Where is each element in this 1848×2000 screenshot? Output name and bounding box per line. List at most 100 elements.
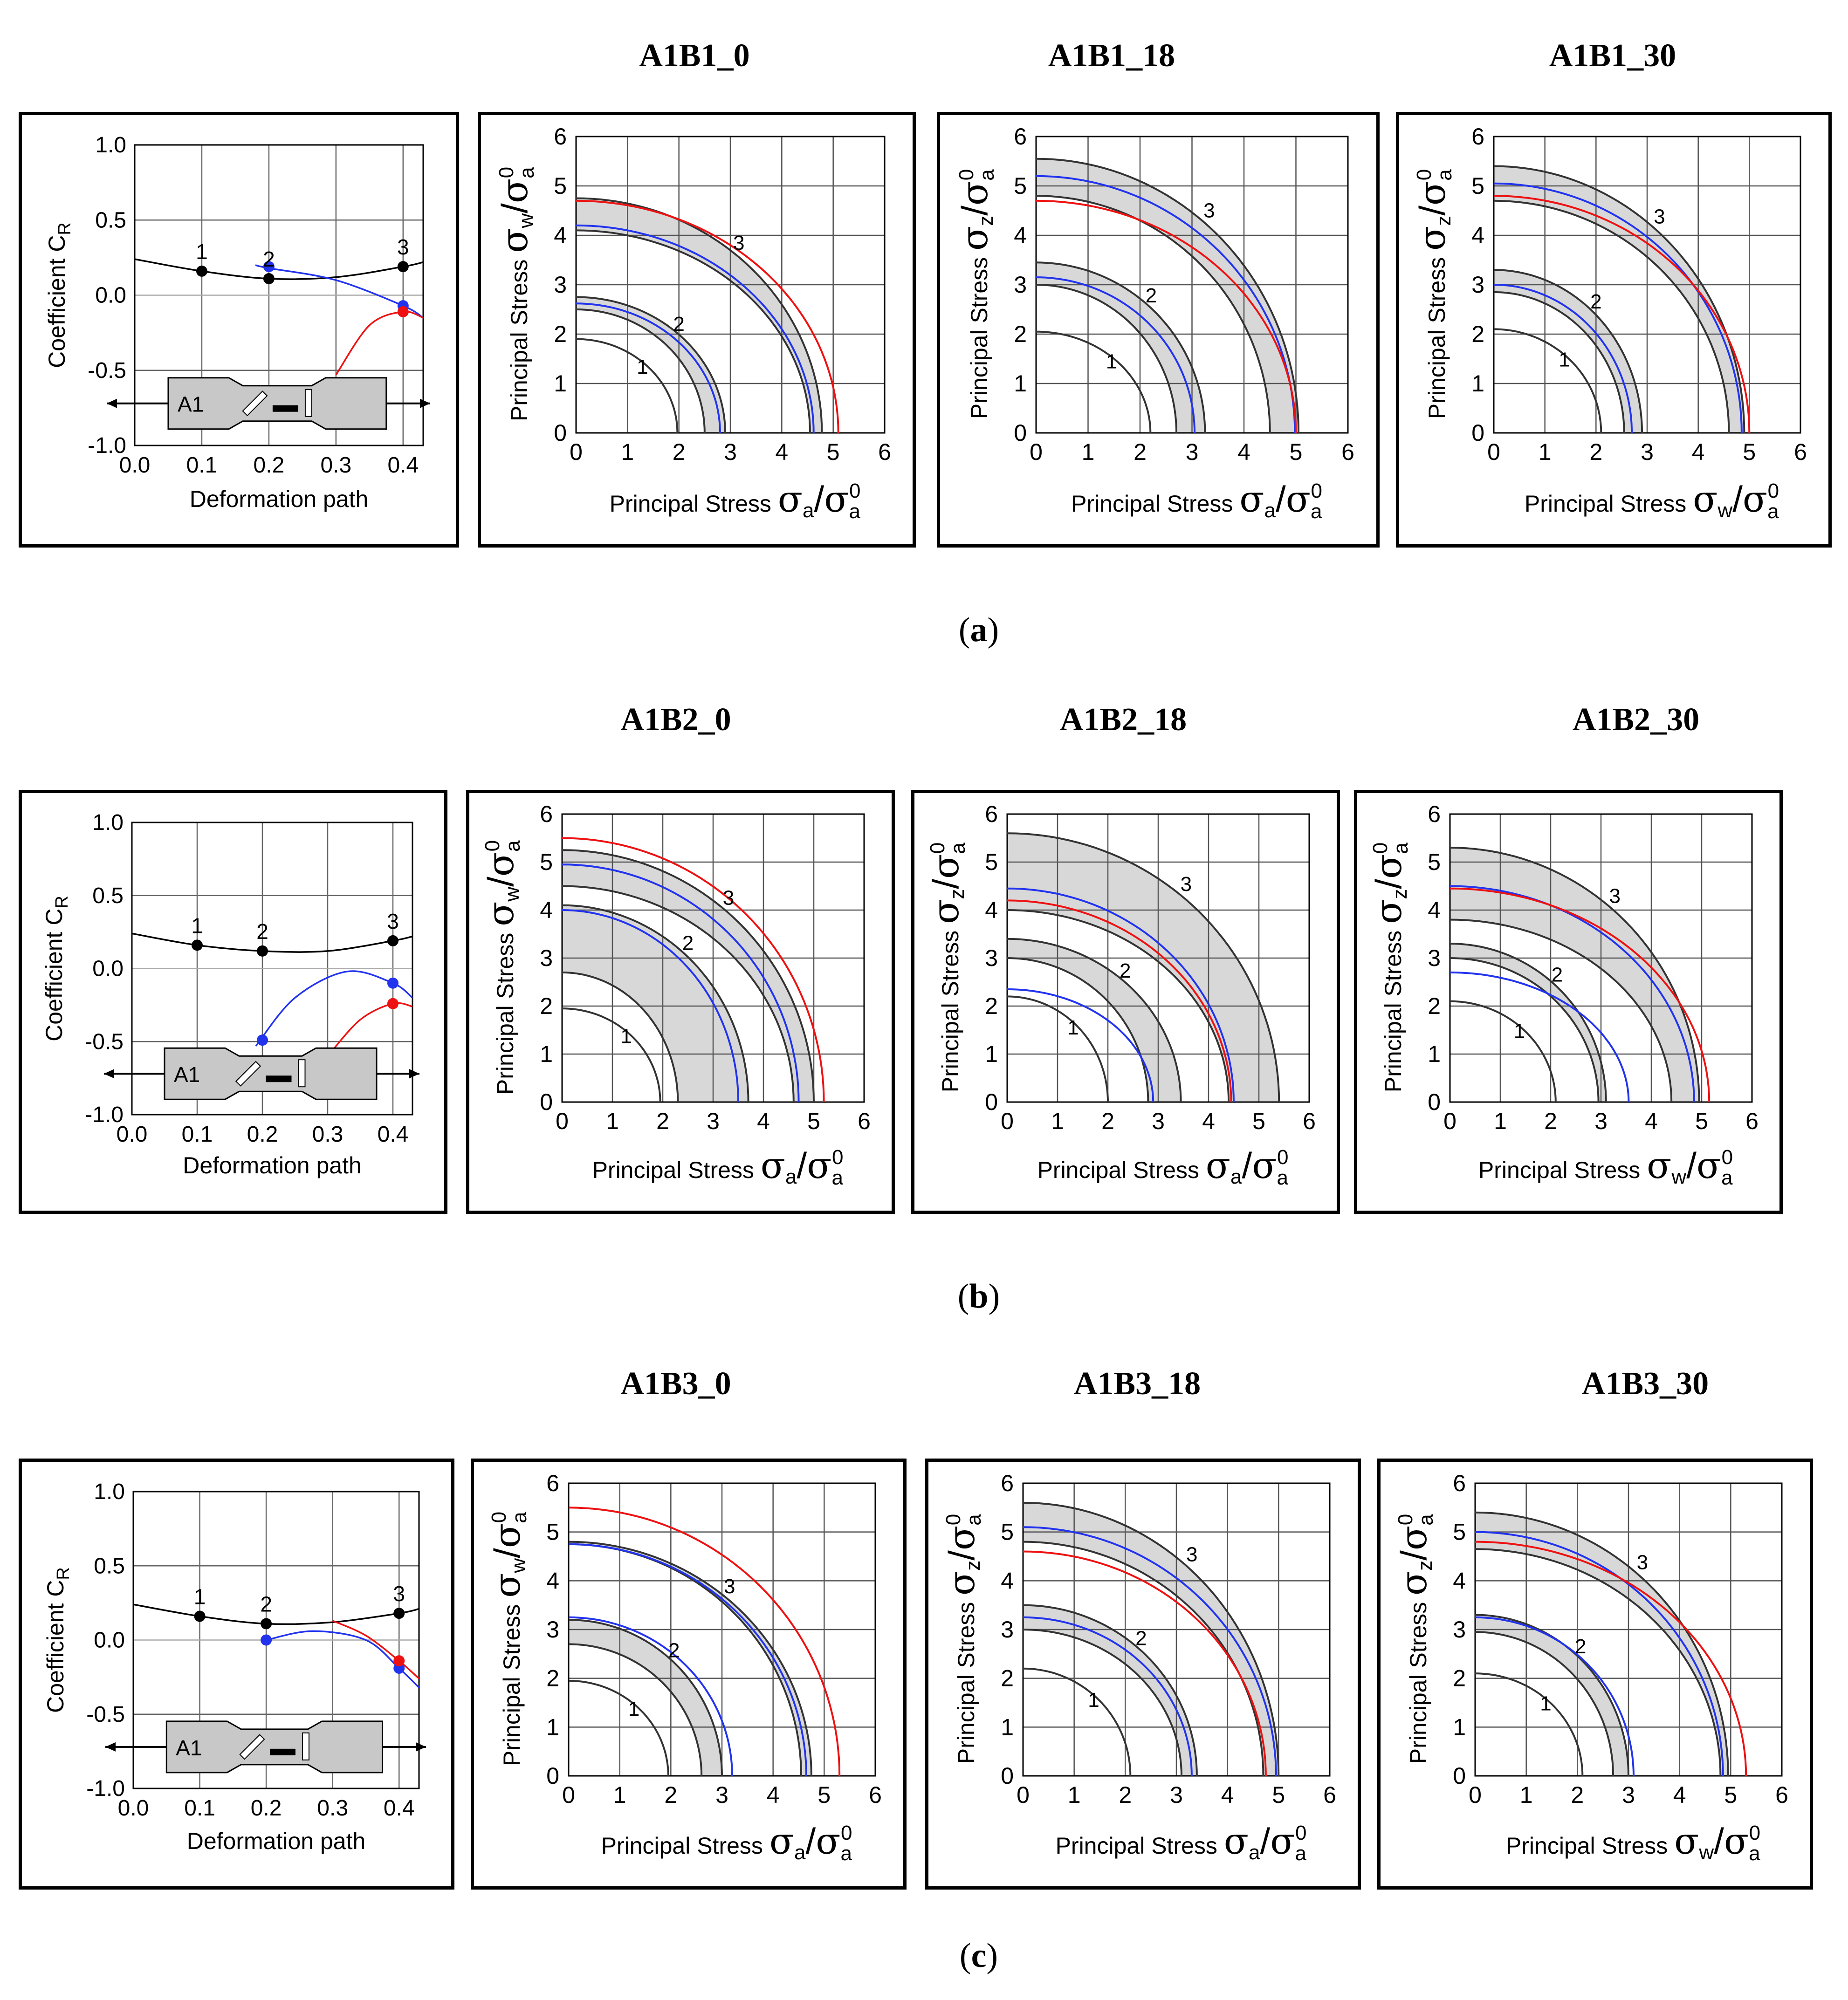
x-tick-label: 2	[1101, 1108, 1114, 1134]
specimen-label: A1	[178, 392, 204, 417]
stress-band-3	[1450, 848, 1699, 1102]
yield-curve-1	[1450, 1000, 1557, 1103]
y-tick-label: 6	[546, 1470, 559, 1496]
y-tick-label: 5	[985, 849, 998, 875]
x-tick-label: 2	[1589, 439, 1602, 465]
y-tick-label: -1.0	[85, 1103, 124, 1127]
y-tick-label: -0.5	[85, 1029, 124, 1054]
row-caption-letter: c	[971, 1937, 987, 1975]
data-point	[397, 306, 409, 317]
band-outer-2	[568, 1619, 723, 1776]
y-tick-label: 2	[1428, 993, 1441, 1019]
blue-curve-3	[576, 224, 815, 433]
x-tick-label: 0.1	[182, 1122, 213, 1147]
grain-marker	[304, 389, 312, 417]
y-tick-label: 4	[1428, 897, 1441, 923]
data-point	[387, 977, 398, 989]
y-tick-label: 0.5	[94, 1554, 125, 1578]
panel-title: A1B1_18	[1048, 38, 1175, 74]
band-inner-3	[568, 1543, 802, 1776]
x-tick-label: 1	[621, 439, 634, 465]
curve-label-3: 3	[1654, 205, 1665, 228]
y-tick-label: 4	[540, 897, 553, 923]
stress-panel: 1 2 3 0 0 1 1 2 2 3 3 4 4 5 5 6 6 Principal Stress σa/σa0…	[478, 112, 916, 548]
x-tick-label: 0.2	[254, 453, 285, 478]
plot-frame	[575, 136, 886, 434]
stress-chart: 1 2 3 00 1 1 2 2 3 3 4 4 5 5 6 6 Principal Stress σa/σa0…	[941, 1470, 1336, 1865]
curve-label-2: 2	[1575, 1635, 1586, 1658]
yield-curve-1	[568, 1679, 669, 1776]
x-tick-label: 0.1	[186, 453, 218, 478]
y-tick-label: 6	[554, 123, 567, 150]
band-inner-3	[1475, 1548, 1722, 1776]
grain-marker	[269, 1748, 295, 1755]
x-tick-label: 0	[1017, 1782, 1030, 1808]
plot-frame	[561, 813, 865, 1103]
y-axis-label: Principal Stress σz/σa0	[941, 1514, 985, 1764]
blue-curve-2	[1475, 1616, 1635, 1776]
specimen-shape	[164, 1047, 378, 1100]
y-tick-label: 0.0	[92, 957, 124, 981]
y-tick-label: 2	[1453, 1665, 1466, 1692]
yield-curve-1	[1007, 995, 1109, 1103]
arrow-left-icon	[105, 1742, 116, 1752]
stress-band-2	[1007, 938, 1181, 1102]
x-tick-label: 3	[1641, 439, 1654, 465]
red-curve-3	[1475, 1541, 1747, 1776]
stress-band-2	[1036, 262, 1205, 433]
blue-curve-2	[1023, 1616, 1193, 1776]
y-tick-label: -0.5	[88, 358, 126, 383]
y-tick-label: 1	[1428, 1041, 1441, 1067]
curve-label-1: 1	[1514, 1020, 1525, 1042]
x-tick-label: 4	[757, 1108, 770, 1134]
data-point	[387, 935, 398, 946]
x-tick-label: 2	[664, 1782, 677, 1808]
x-tick-label: 1	[1068, 1782, 1081, 1808]
stress-chart: 1 2 3 00 1 1 2 2 3 3 4 4 5 5 6 6 Principal Stress σw/σa0…	[1412, 123, 1807, 523]
yield-curve-1	[1493, 328, 1602, 433]
point-label: 3	[393, 1582, 405, 1606]
y-tick-label: 0	[1001, 1763, 1014, 1789]
curve-label-3: 3	[723, 887, 734, 910]
x-axis-label: Principal Stress σw/σa0	[1506, 1821, 1760, 1865]
band-outer-3	[1493, 165, 1745, 433]
stress-band-2	[569, 1620, 722, 1776]
stress-plot-area: 1 2 3	[575, 136, 886, 434]
band-outer-2	[1450, 943, 1607, 1103]
x-tick-label: 2	[1119, 1782, 1132, 1808]
grain-marker	[298, 1059, 306, 1088]
blue-curve-3	[1493, 182, 1743, 433]
stress-plot-area: 1 2 3	[1022, 1482, 1331, 1777]
red-series-line	[332, 1620, 420, 1679]
arrow-left-icon	[107, 398, 117, 408]
stress-chart: 1 2 3 00 1 1 2 2 3 3 4 4 5 5 6 6 Principal Stress σw/σa0…	[1393, 1470, 1788, 1865]
x-tick-label: 1	[1520, 1782, 1533, 1808]
coefficient-panel: 1 2 3 A1 0.0 0.1 0.2 0.3 0.4 1.0 0.5 0.0 -0.5 -1.0 Def…	[19, 112, 459, 548]
curve-label-3: 3	[724, 1575, 735, 1598]
yield-curve-1	[562, 1007, 661, 1103]
stress-band-3	[1494, 166, 1745, 433]
curve-label-1: 1	[637, 356, 648, 378]
red-curve-3	[562, 837, 825, 1103]
blue-curve-2	[1036, 276, 1196, 433]
y-tick-label: 5	[1453, 1519, 1466, 1545]
y-tick-label: 4	[1471, 222, 1484, 248]
x-tick-label: 0.0	[118, 1796, 149, 1821]
y-tick-label: 0.0	[94, 1628, 125, 1653]
y-tick-label: 6	[1428, 801, 1441, 827]
y-tick-label: 5	[1001, 1519, 1014, 1545]
x-tick-label: 6	[878, 439, 891, 465]
stress-chart: 1 2 3 00 1 1 2 2 3 3 4 4 5 5 6 6 Principal Stress σa/σa0…	[494, 123, 891, 523]
x-tick-label: 1	[1539, 439, 1552, 465]
x-tick-label: 6	[1303, 1108, 1316, 1134]
x-tick-label: 5	[807, 1108, 820, 1134]
x-tick-label: 5	[818, 1782, 831, 1808]
coefficient-chart: 1 2 3 A1 0.0 0.1 0.2 0.3 0.4 1.0 0.5 0.0 -0.5 -1.0 Def…	[41, 810, 419, 1178]
x-tick-label: 5	[827, 439, 840, 465]
y-tick-label: -1.0	[86, 1776, 125, 1801]
specimen-label: A1	[174, 1062, 200, 1087]
data-point	[263, 261, 275, 273]
x-tick-label: 3	[1186, 439, 1199, 465]
y-tick-label: 0	[540, 1089, 553, 1115]
specimen-label: A1	[176, 1736, 202, 1760]
